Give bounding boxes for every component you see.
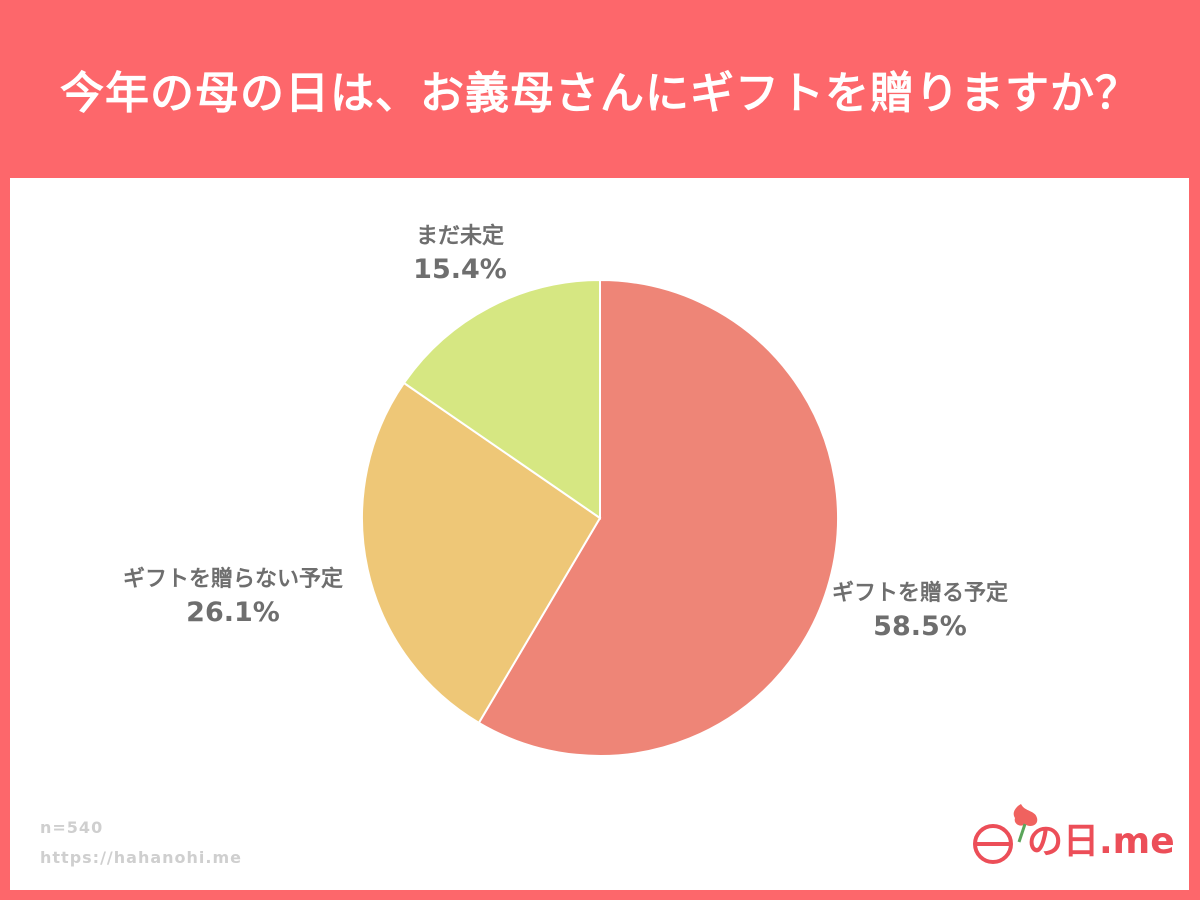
slice-gift-no: [361, 381, 602, 725]
logo-text: の日.me: [1027, 821, 1175, 862]
brand-logo: の日.me: [965, 798, 1175, 868]
slice-category-gift-no: ギフトを贈らない予定: [122, 567, 343, 592]
slice-category-gift-yes: ギフトを贈る予定: [831, 581, 1008, 606]
chart-panel: ギフトを贈る予定 58.5% ギフトを贈らない予定 26.1% まだ未定 15.…: [10, 178, 1189, 890]
slice-value-gift-yes: 58.5%: [873, 610, 967, 642]
slice-label-gift-no: ギフトを贈らない予定 26.1%: [98, 566, 368, 630]
slice-label-gift-yes: ギフトを贈る予定 58.5%: [810, 580, 1030, 644]
pie-chart: [361, 278, 839, 757]
slice-gift-yes: [477, 278, 839, 757]
slice-value-undecided: 15.4%: [413, 253, 507, 285]
slice-label-undecided: まだ未定 15.4%: [385, 223, 535, 287]
page-title: 今年の母の日は、お義母さんにギフトを贈りますか？: [60, 68, 1140, 119]
slice-undecided: [402, 278, 601, 520]
sample-size: n=540: [40, 818, 104, 837]
slice-value-gift-no: 26.1%: [186, 596, 280, 628]
source-url: https://hahanohi.me: [40, 848, 242, 867]
carnation-icon: [973, 804, 1038, 864]
slice-category-undecided: まだ未定: [415, 224, 504, 249]
